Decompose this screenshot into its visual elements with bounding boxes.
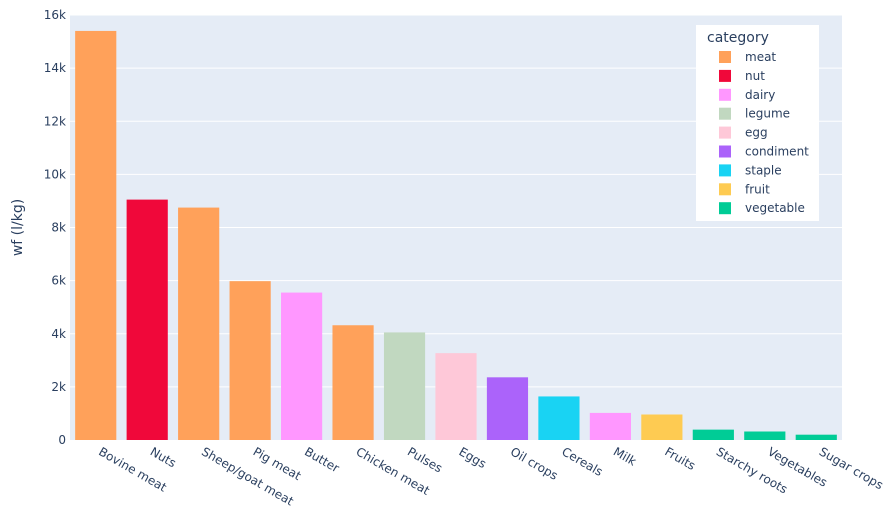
y-tick-label: 14k bbox=[44, 61, 66, 75]
y-tick-label: 0 bbox=[58, 433, 66, 447]
bar bbox=[641, 414, 683, 440]
y-tick-label: 16k bbox=[44, 8, 66, 22]
bar bbox=[178, 207, 220, 440]
bar bbox=[229, 281, 271, 440]
legend-swatch bbox=[719, 202, 731, 215]
bar bbox=[795, 434, 837, 440]
y-tick-label: 10k bbox=[44, 167, 66, 181]
legend-label: nut bbox=[745, 69, 765, 83]
y-tick-label: 2k bbox=[51, 380, 66, 394]
y-tick-label: 4k bbox=[51, 327, 66, 341]
bar bbox=[486, 377, 529, 440]
x-tick-label: Nuts bbox=[148, 444, 179, 470]
bar bbox=[126, 199, 168, 440]
legend-swatch bbox=[719, 88, 731, 101]
legend-label: vegetable bbox=[745, 201, 805, 215]
legend-label: fruit bbox=[745, 182, 770, 196]
x-tick-label: Pulses bbox=[405, 444, 445, 475]
bar bbox=[281, 292, 323, 440]
legend-swatch bbox=[719, 145, 731, 158]
x-tick-label: Milk bbox=[611, 444, 639, 468]
legend-swatch bbox=[719, 126, 731, 139]
x-tick-label: Oil crops bbox=[508, 444, 560, 482]
legend-label: meat bbox=[745, 50, 776, 64]
x-tick-label: Fruits bbox=[662, 444, 697, 473]
x-tick-label: Sheep/goat meat bbox=[199, 444, 296, 508]
legend-label: legume bbox=[745, 107, 790, 121]
legend-label: egg bbox=[745, 126, 768, 140]
y-tick-label: 12k bbox=[44, 114, 66, 128]
legend-swatch bbox=[719, 183, 731, 196]
x-tick-label: Sugar crops bbox=[817, 444, 886, 492]
x-tick-label: Butter bbox=[302, 444, 342, 475]
legend-label: dairy bbox=[745, 88, 775, 102]
bar bbox=[435, 353, 477, 440]
y-tick-label: 6k bbox=[51, 274, 66, 288]
legend-swatch bbox=[719, 164, 731, 177]
bar bbox=[538, 396, 580, 440]
bar bbox=[383, 332, 426, 440]
bar bbox=[589, 412, 631, 440]
bar bbox=[332, 325, 374, 440]
legend-swatch bbox=[719, 51, 731, 63]
legend-swatch bbox=[719, 69, 731, 82]
legend-title: category bbox=[707, 30, 769, 46]
y-tick-label: 8k bbox=[51, 221, 66, 235]
legend-label: condiment bbox=[745, 145, 809, 159]
y-axis-ticks: 0 2k 4k 6k 8k 10k 12k 14k 16k bbox=[44, 8, 66, 447]
bar bbox=[744, 431, 786, 440]
legend-background bbox=[696, 25, 819, 221]
y-axis-title: wf (l/kg) bbox=[10, 199, 26, 256]
bars bbox=[75, 30, 837, 440]
legend-label: staple bbox=[745, 163, 782, 177]
x-tick-label: Eggs bbox=[457, 444, 489, 471]
x-tick-label: Cereals bbox=[559, 444, 605, 479]
bar bbox=[692, 429, 734, 440]
legend-swatch bbox=[719, 107, 731, 120]
bar bbox=[75, 30, 117, 440]
legend-items: meat nut dairy legume egg condiment staple frui… bbox=[719, 50, 809, 215]
legend: category meat nut dairy legume egg condiment s… bbox=[696, 25, 819, 221]
